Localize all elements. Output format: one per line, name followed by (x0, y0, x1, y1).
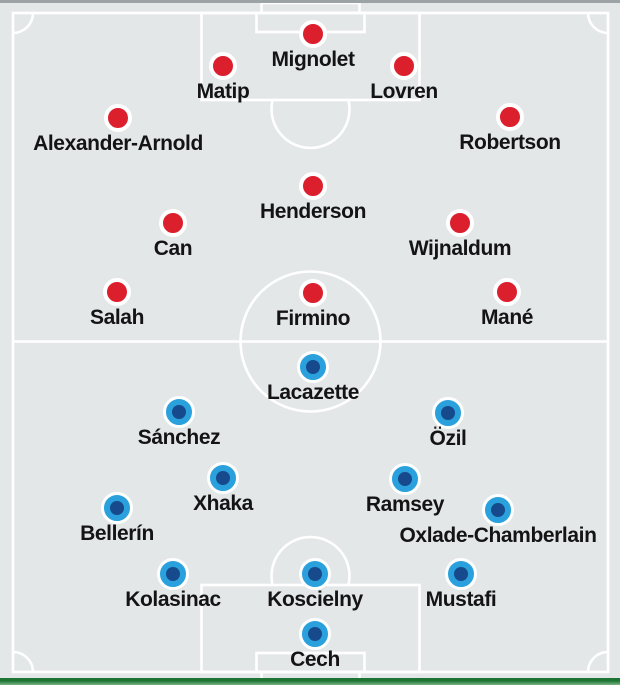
player-label: Can (153, 237, 193, 260)
home-player-dot (446, 209, 474, 237)
penalty-arc-top (270, 99, 351, 150)
home-player-dot (159, 209, 187, 237)
away-player-dot (482, 494, 514, 526)
away-dot-inner-circle (306, 360, 320, 374)
home-player-dot (209, 52, 237, 80)
player-label: Mignolet (271, 48, 355, 71)
away-dot-inner-circle (308, 567, 322, 581)
home-player-dot (299, 279, 327, 307)
player-label: Sánchez (137, 426, 221, 449)
home-player-dot (496, 103, 524, 131)
corner-arc-top-right (586, 12, 609, 35)
centre-circle (239, 270, 382, 413)
player-label: Koscielny (267, 588, 363, 611)
player-label: Ramsey (365, 493, 445, 516)
player-label: Mustafi (425, 588, 497, 611)
penalty-arc-bottom (270, 535, 351, 586)
away-dot-inner-circle (491, 503, 505, 517)
corner-arc-bottom-right (586, 650, 609, 673)
away-player-dot (299, 618, 331, 650)
bottom-grass-strip (0, 678, 620, 685)
home-player-dot (390, 52, 418, 80)
player-label: Özil (429, 427, 467, 450)
away-dot-inner-circle (398, 472, 412, 486)
home-player-dot (299, 20, 327, 48)
goal-top (260, 1, 361, 15)
away-player-dot (157, 558, 189, 590)
player-label: Mané (480, 306, 534, 329)
home-player-dot (104, 104, 132, 132)
player-label: Wijnaldum (408, 237, 512, 260)
away-player-dot (101, 492, 133, 524)
player-label: Kolasinac (125, 588, 221, 611)
home-player-dot (299, 172, 327, 200)
away-dot-inner-circle (308, 627, 322, 641)
player-label: Salah (89, 306, 145, 329)
away-dot-inner-circle (454, 567, 468, 581)
player-label: Firmino (275, 307, 351, 330)
away-dot-inner-circle (172, 405, 186, 419)
away-dot-inner-circle (216, 471, 230, 485)
player-label: Lovren (370, 80, 438, 103)
away-player-dot (432, 397, 464, 429)
away-dot-inner-circle (441, 406, 455, 420)
away-player-dot (389, 463, 421, 495)
player-label: Henderson (259, 200, 367, 223)
away-dot-inner-circle (110, 501, 124, 515)
away-player-dot (445, 558, 477, 590)
player-label: Cech (290, 648, 340, 671)
player-label: Oxlade-Chamberlain (399, 524, 597, 547)
corner-arc-top-left (12, 12, 35, 35)
away-player-dot (163, 396, 195, 428)
player-label: Lacazette (266, 381, 360, 404)
player-label: Xhaka (193, 492, 253, 515)
player-label: Alexander-Arnold (33, 132, 203, 155)
top-border-line (0, 0, 620, 3)
home-player-dot (103, 278, 131, 306)
corner-arc-bottom-left (12, 650, 35, 673)
away-dot-inner-circle (166, 567, 180, 581)
away-player-dot (299, 558, 331, 590)
player-label: Robertson (459, 131, 561, 154)
player-label: Matip (196, 80, 250, 103)
player-label: Bellerín (80, 522, 154, 545)
away-player-dot (297, 351, 329, 383)
home-player-dot (493, 278, 521, 306)
away-player-dot (207, 462, 239, 494)
